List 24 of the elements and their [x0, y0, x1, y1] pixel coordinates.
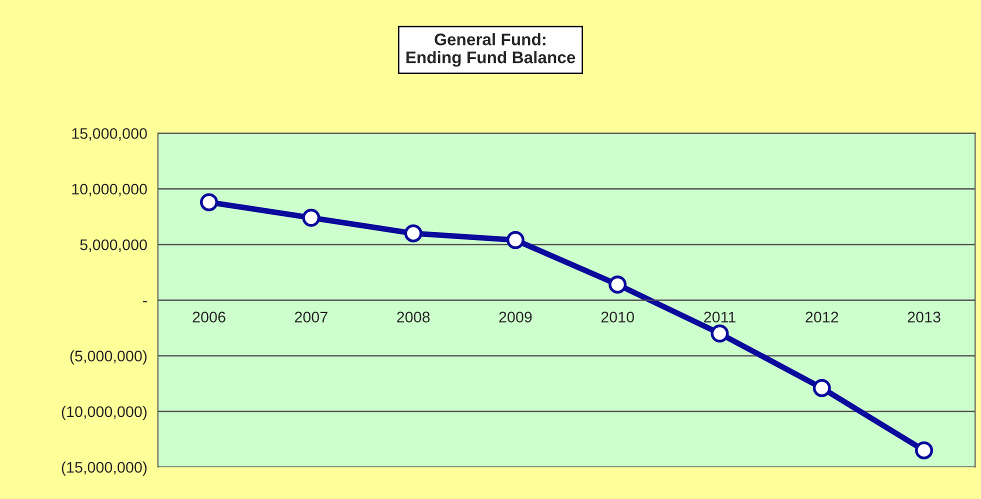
x-tick-label: 2009: [499, 312, 532, 322]
point: [608, 276, 627, 294]
x-tick-label: 2011: [704, 312, 736, 322]
point: [915, 441, 934, 460]
y-tick-label: (15,000,000): [62, 462, 147, 476]
point: [404, 224, 422, 242]
point: [710, 324, 729, 343]
y-tick-label: 10,000,000: [72, 184, 147, 196]
y-tick-label: (5,000,000): [70, 350, 147, 364]
x-tick-label: 2012: [806, 312, 838, 322]
y-tick-label: 5,000,000: [80, 239, 147, 252]
chart-title: General Fund: Ending Fund Balance: [406, 33, 576, 67]
x-tick-label: 2010: [601, 312, 634, 322]
x-tick-label: 2013: [908, 312, 940, 322]
point: [302, 208, 320, 227]
x-tick-label: 2006: [192, 312, 226, 322]
point: [200, 193, 218, 212]
y-tick-label: (10,000,000): [62, 406, 147, 420]
x-tick-label: 2007: [294, 312, 328, 322]
point: [506, 231, 524, 250]
y-tick-label: 15,000,000: [72, 128, 147, 141]
point: [812, 379, 831, 398]
y-tick-label: -: [143, 301, 147, 302]
x-tick-label: 2008: [397, 312, 430, 322]
